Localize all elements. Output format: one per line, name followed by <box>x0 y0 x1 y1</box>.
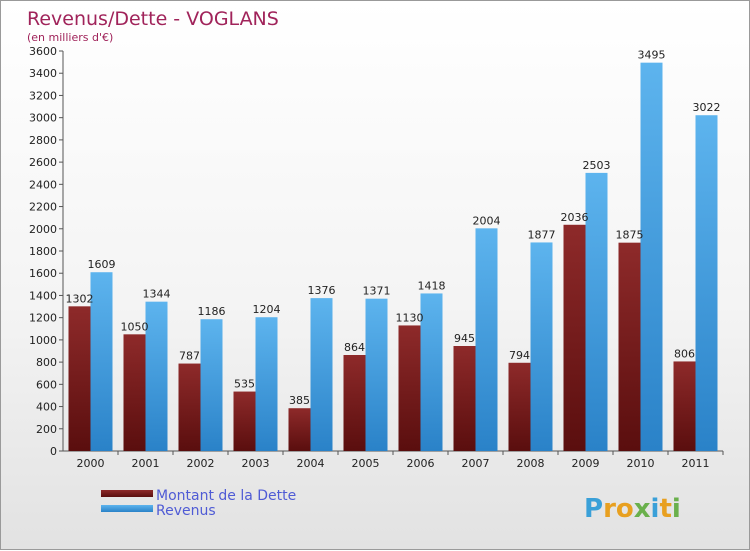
bar-revenus <box>585 172 608 451</box>
x-tick-label: 2010 <box>627 457 655 470</box>
x-tick-label: 2005 <box>352 457 380 470</box>
x-tick-label: 2007 <box>462 457 490 470</box>
bar-dette <box>618 242 641 451</box>
bar-revenus <box>475 228 498 451</box>
legend: Montant de la Dette Revenus <box>101 488 296 519</box>
data-label-dette: 794 <box>509 349 530 362</box>
data-label-revenus: 1418 <box>418 279 446 292</box>
legend-swatch-dette <box>101 490 153 497</box>
data-label-dette: 1875 <box>616 229 644 242</box>
bar-revenus <box>530 242 553 451</box>
x-tick-label: 2011 <box>682 457 710 470</box>
y-tick-label: 2200 <box>29 201 57 214</box>
y-tick-label: 2800 <box>29 134 57 147</box>
y-tick-label: 1200 <box>29 312 57 325</box>
bar-dette <box>508 362 531 451</box>
y-tick-label: 3200 <box>29 89 57 102</box>
y-tick-label: 800 <box>36 356 57 369</box>
y-tick-label: 3600 <box>29 45 57 58</box>
y-tick-label: 0 <box>50 445 57 458</box>
bar-revenus <box>365 298 388 451</box>
legend-label-dette: Montant de la Dette <box>156 488 296 504</box>
bar-revenus <box>420 293 443 451</box>
data-label-dette: 945 <box>454 332 475 345</box>
bar-dette <box>343 355 366 451</box>
data-label-revenus: 1344 <box>143 288 171 301</box>
y-tick-label: 2000 <box>29 223 57 236</box>
x-tick-label: 2004 <box>297 457 325 470</box>
bar-revenus <box>640 62 663 452</box>
y-tick-label: 3000 <box>29 112 57 125</box>
y-tick-label: 2400 <box>29 178 57 191</box>
bar-revenus <box>695 115 718 451</box>
bar-revenus <box>145 301 168 451</box>
bar-dette <box>453 346 476 451</box>
y-tick-label: 1600 <box>29 267 57 280</box>
bars-layer <box>68 62 718 452</box>
x-tick-label: 2001 <box>132 457 160 470</box>
x-tick-label: 2008 <box>517 457 545 470</box>
data-label-revenus: 2503 <box>583 159 611 172</box>
x-tick-label: 2000 <box>77 457 105 470</box>
labels-layer: 1302 1609 1050 1344 787 1186 535 1204 385 1376 864… <box>66 49 721 408</box>
y-tick-label: 1000 <box>29 334 57 347</box>
data-label-dette: 2036 <box>561 211 589 224</box>
proxiti-logo-text: Proxiti <box>584 494 681 524</box>
data-label-dette: 1050 <box>121 320 149 333</box>
legend-swatch-revenus <box>101 505 153 512</box>
bar-dette <box>233 391 256 451</box>
data-label-dette: 864 <box>344 341 365 354</box>
bar-dette <box>123 334 146 451</box>
data-label-revenus: 1204 <box>253 303 281 316</box>
legend-label-revenus: Revenus <box>156 503 216 519</box>
x-tick-label: 2006 <box>407 457 435 470</box>
y-tick-label: 3400 <box>29 67 57 80</box>
y-tick-label: 400 <box>36 401 57 414</box>
bar-revenus <box>310 298 333 451</box>
proxiti-logo: Proxiti <box>584 494 681 524</box>
bar-dette <box>563 224 586 451</box>
y-tick-label: 1800 <box>29 245 57 258</box>
chart-title: Revenus/Dette - VOGLANS <box>27 8 279 30</box>
bar-revenus <box>90 272 113 451</box>
bar-revenus <box>200 319 223 451</box>
y-tick-label: 200 <box>36 423 57 436</box>
bar-dette <box>68 306 91 451</box>
bar-dette <box>398 325 421 451</box>
y-tick-label: 600 <box>36 378 57 391</box>
data-label-revenus: 3022 <box>693 101 721 114</box>
data-label-dette: 787 <box>179 350 200 363</box>
data-label-revenus: 1609 <box>88 258 116 271</box>
data-label-dette: 806 <box>674 347 695 360</box>
data-label-dette: 1130 <box>396 311 424 324</box>
data-label-dette: 1302 <box>66 292 94 305</box>
x-tick-label: 2002 <box>187 457 215 470</box>
bar-dette <box>178 363 201 451</box>
bar-dette <box>673 361 696 451</box>
bar-revenus <box>255 317 278 451</box>
bar-dette <box>288 408 311 451</box>
data-label-dette: 385 <box>289 394 310 407</box>
data-label-revenus: 1877 <box>528 228 556 241</box>
x-tick-label: 2003 <box>242 457 270 470</box>
data-label-dette: 535 <box>234 378 255 391</box>
data-label-revenus: 1376 <box>308 284 336 297</box>
data-label-revenus: 2004 <box>473 214 501 227</box>
axis-layer: 0 200 400 600 800 1000 1200 1400 1600 1800 2000 220… <box>29 45 724 470</box>
y-tick-label: 1400 <box>29 289 57 302</box>
y-tick-label: 2600 <box>29 156 57 169</box>
data-label-revenus: 1186 <box>198 305 226 318</box>
data-label-revenus: 3495 <box>638 49 666 62</box>
x-tick-label: 2009 <box>572 457 600 470</box>
data-label-revenus: 1371 <box>363 285 391 298</box>
chart-subtitle: (en milliers d'€) <box>27 31 113 44</box>
